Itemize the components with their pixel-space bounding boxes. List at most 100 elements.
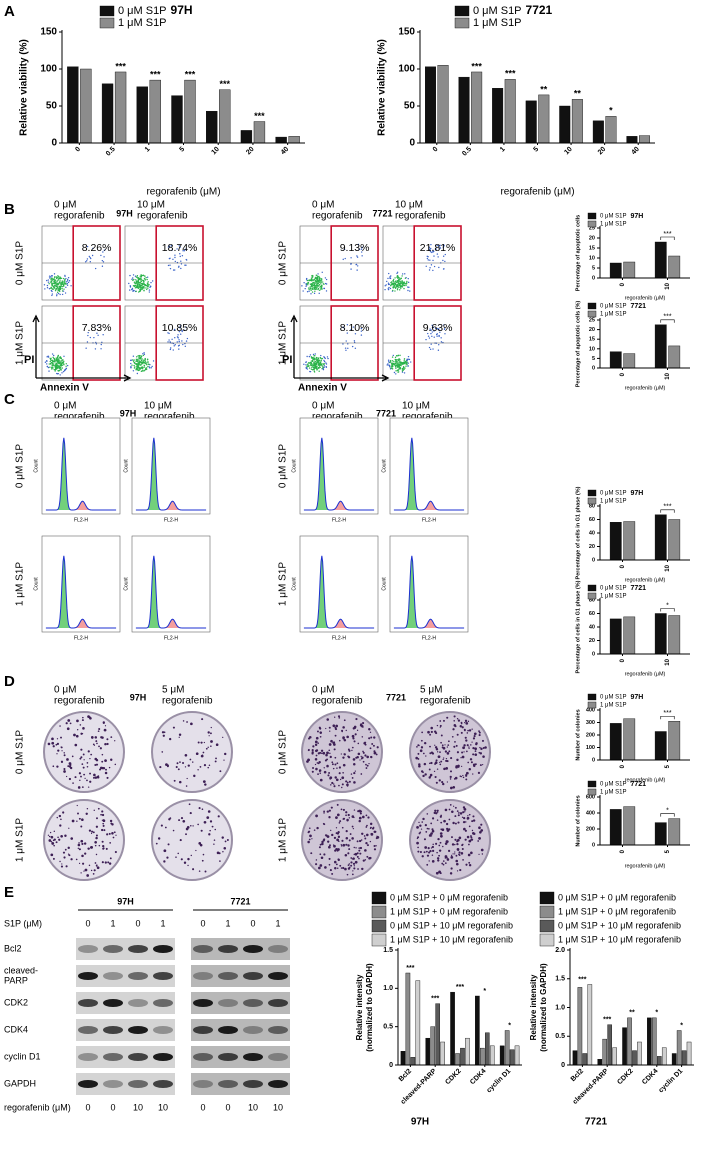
legend-label: 0 μM S1P + 0 μM regorafenib [558, 892, 676, 902]
legend-title: 97H [630, 694, 643, 701]
flow-event [320, 280, 322, 282]
colony [454, 776, 458, 780]
y-tick-label: 25 [589, 225, 595, 231]
colony [358, 839, 362, 843]
colony [61, 863, 63, 865]
flow-event [395, 373, 397, 375]
colony [89, 757, 91, 760]
colony [93, 773, 96, 777]
colony [101, 760, 104, 763]
flow-event [150, 281, 152, 284]
significance-label: ** [574, 89, 582, 99]
colony [78, 842, 80, 844]
flow-event [314, 365, 316, 368]
flow-event [183, 250, 186, 252]
flow-event [87, 331, 89, 334]
colony [444, 750, 448, 753]
colony [454, 806, 457, 809]
colony [309, 834, 312, 838]
colony [87, 847, 90, 850]
colony [334, 867, 337, 870]
flow-event [177, 345, 180, 347]
colony [102, 721, 105, 724]
colony [332, 767, 335, 770]
y-tick-label: 5 [592, 265, 595, 271]
colony [50, 853, 54, 857]
flow-event [396, 275, 399, 277]
colony [450, 786, 453, 790]
colony [462, 746, 465, 750]
colony [90, 832, 93, 835]
legend-swatch [587, 693, 597, 701]
colony [336, 838, 339, 842]
flow-event [400, 363, 403, 365]
flow-event [64, 283, 67, 285]
colony [319, 778, 323, 782]
colony [330, 829, 332, 832]
gate [72, 305, 121, 381]
colony [79, 724, 82, 726]
dish [301, 711, 383, 793]
blot-band [243, 945, 263, 953]
g1-peak [56, 437, 71, 510]
bar [538, 94, 550, 144]
colony [312, 766, 315, 769]
colony [347, 748, 350, 751]
flow-event [356, 256, 359, 258]
colony [321, 752, 323, 755]
flow-event [135, 290, 137, 293]
flow-event [132, 290, 134, 293]
x-tick-label: 10 [665, 564, 671, 571]
flow-event [311, 280, 313, 282]
colony [368, 856, 371, 860]
flow-event [323, 356, 325, 358]
colony [340, 845, 343, 847]
colony [106, 738, 109, 741]
blot-band [128, 999, 148, 1007]
colony [369, 822, 373, 826]
colony [211, 825, 214, 828]
x-header-label: regorafenib (μM) [4, 1102, 71, 1112]
blot-band [193, 945, 213, 953]
flow-event [59, 283, 62, 285]
flow-event [389, 277, 392, 280]
bar [681, 1050, 687, 1066]
bar [609, 262, 622, 279]
flow-event [65, 365, 67, 368]
significance-label: *** [471, 61, 482, 71]
column-label: regorafenib [402, 412, 453, 423]
flow-event [397, 362, 399, 365]
colony [102, 844, 105, 848]
flow-event [387, 359, 390, 361]
colony [310, 852, 313, 855]
colony [76, 729, 79, 731]
flow-event [428, 249, 430, 252]
flow-event [148, 284, 150, 286]
flow-event [144, 284, 146, 286]
flow-event [320, 284, 323, 287]
flow-event [318, 284, 320, 286]
flow-event [65, 281, 68, 283]
colony [68, 827, 70, 829]
flow-event [47, 366, 50, 369]
bar [668, 255, 681, 279]
colony [365, 841, 368, 845]
x-axis-label: 97H [411, 1117, 429, 1128]
flow-event [140, 361, 142, 363]
bar [136, 86, 148, 144]
legend-swatch [371, 905, 387, 919]
y-tick-label: 60 [589, 517, 595, 523]
colony [442, 719, 445, 722]
flow-event [132, 274, 135, 276]
flow-event [57, 288, 59, 290]
colony [63, 767, 66, 771]
bar [676, 1030, 682, 1066]
flow-event [398, 277, 400, 279]
flow-event [63, 280, 66, 282]
colony [343, 739, 347, 742]
histogram-y-label: Count [33, 577, 39, 591]
colony [106, 833, 109, 836]
colony [209, 829, 211, 832]
flow-event [56, 293, 58, 295]
y-tick-label: 15 [589, 337, 595, 343]
